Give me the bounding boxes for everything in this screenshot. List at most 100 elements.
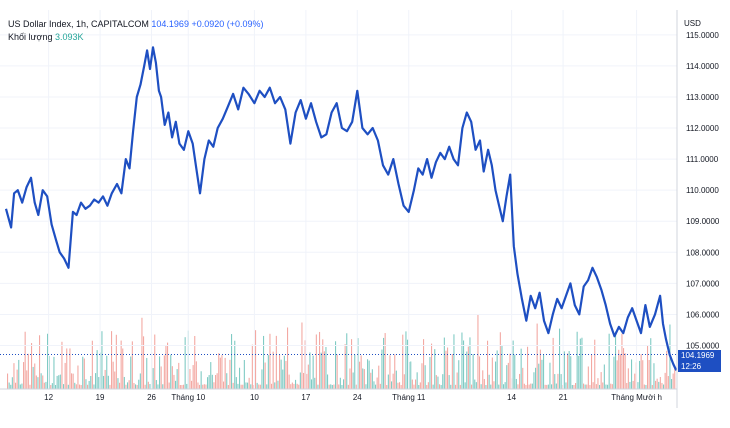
volume-bar <box>378 365 380 389</box>
volume-bar <box>271 383 273 389</box>
volume-bar <box>64 362 66 389</box>
volume-bar <box>15 382 17 389</box>
volume-bar <box>659 377 661 389</box>
volume-bar <box>317 384 319 389</box>
volume-bar <box>386 384 388 389</box>
volume-bar <box>277 380 279 389</box>
volume-bar <box>223 381 225 389</box>
volume-bar <box>379 383 381 389</box>
volume-bar <box>19 384 21 389</box>
volume-bar <box>77 365 79 389</box>
volume-bar <box>336 354 338 389</box>
volume-bar <box>307 364 309 389</box>
volume-bar <box>216 373 218 389</box>
volume-bar <box>95 373 97 389</box>
volume-bar <box>280 359 282 389</box>
volume-bar <box>421 363 423 389</box>
volume-bar <box>226 373 228 389</box>
chart-legend: US Dollar Index, 1h, CAPITALCOM 104.1969… <box>8 18 264 44</box>
volume-bar <box>584 384 586 389</box>
volume-bar <box>298 384 300 389</box>
volume-bar <box>586 384 588 389</box>
legend-volume-row: Khối lượng 3.093K <box>8 31 264 44</box>
volume-bar <box>640 354 642 389</box>
price-axis[interactable]: 105.0000 106.0000 107.0000 108.0000 109.0000… <box>686 31 720 351</box>
volume-bar <box>331 384 333 389</box>
x-tick-label: 12 <box>44 393 53 402</box>
volume-bar <box>34 363 36 389</box>
volume-bar <box>544 384 546 389</box>
volume-bar <box>106 355 108 389</box>
volume-bar <box>21 383 23 389</box>
volume-bar <box>147 381 149 389</box>
bar-countdown: 12:26 <box>681 362 702 371</box>
volume-bar <box>144 384 146 389</box>
volume-bar <box>8 382 10 389</box>
volume-bar <box>287 327 289 389</box>
volume-bar <box>587 366 589 389</box>
volume-bar <box>363 369 365 389</box>
volume-bar <box>103 375 105 389</box>
volume-bar <box>424 365 426 389</box>
volume-bar <box>40 373 42 389</box>
volume-bar <box>611 384 613 389</box>
volume-bar <box>11 377 13 389</box>
volume-bar <box>512 340 514 389</box>
volume-bar <box>531 383 533 389</box>
x-tick-label: Tháng Mười h <box>611 393 662 402</box>
volume-bar <box>535 367 537 389</box>
volume-bar <box>338 384 340 389</box>
volume-bar <box>79 384 81 389</box>
volume-bar <box>651 384 653 389</box>
volume-bar <box>399 382 401 389</box>
volume-bar <box>335 341 337 389</box>
volume-bar <box>189 369 191 389</box>
volume-bar <box>619 354 621 389</box>
volume-bar <box>10 384 12 389</box>
volume-bar <box>325 347 327 389</box>
volume-bar <box>539 349 541 389</box>
volume-bar <box>127 382 129 389</box>
volume-bar <box>389 355 391 389</box>
volume-bar <box>306 373 308 389</box>
volume-bar <box>304 340 306 389</box>
volume-bar <box>351 339 353 389</box>
volume-bar <box>514 354 516 389</box>
volume-bar <box>112 361 114 389</box>
volume-bar <box>469 337 471 389</box>
volume-bar <box>551 384 553 389</box>
time-axis[interactable]: 12 19 26 Tháng 10 10 17 24 Tháng 11 14 21 Tháng Mư… <box>44 393 662 402</box>
volume-bar <box>197 382 199 389</box>
volume-bar <box>472 354 474 389</box>
volume-bar <box>365 384 367 389</box>
volume-bar <box>48 356 50 389</box>
volume-bar <box>530 383 532 389</box>
volume-bar <box>192 365 194 389</box>
volume-bar <box>231 334 233 389</box>
volume-bar <box>128 380 130 389</box>
volume-bar <box>624 353 626 389</box>
volume-bar <box>176 369 178 389</box>
volume-bar <box>418 384 420 389</box>
volume-bar <box>554 374 556 389</box>
volume-bar <box>613 356 615 389</box>
volume-bar <box>631 359 633 389</box>
volume-bar <box>597 378 599 389</box>
volume-bar <box>600 372 602 389</box>
volume-bar <box>87 384 89 389</box>
volume-bar <box>445 350 447 389</box>
volume-bar <box>133 382 135 389</box>
volume-bar <box>413 384 415 389</box>
volume-bar <box>26 370 28 389</box>
volume-bar <box>311 379 313 389</box>
volume-bar <box>391 381 393 389</box>
volume-bar <box>114 371 116 389</box>
volume-bar <box>560 374 562 389</box>
volume-bar <box>602 382 604 389</box>
volume-bar <box>482 370 484 389</box>
volume-bar <box>455 384 457 389</box>
volume-bar <box>159 356 161 389</box>
volume-bar <box>434 349 436 389</box>
volume-bar <box>119 382 121 389</box>
